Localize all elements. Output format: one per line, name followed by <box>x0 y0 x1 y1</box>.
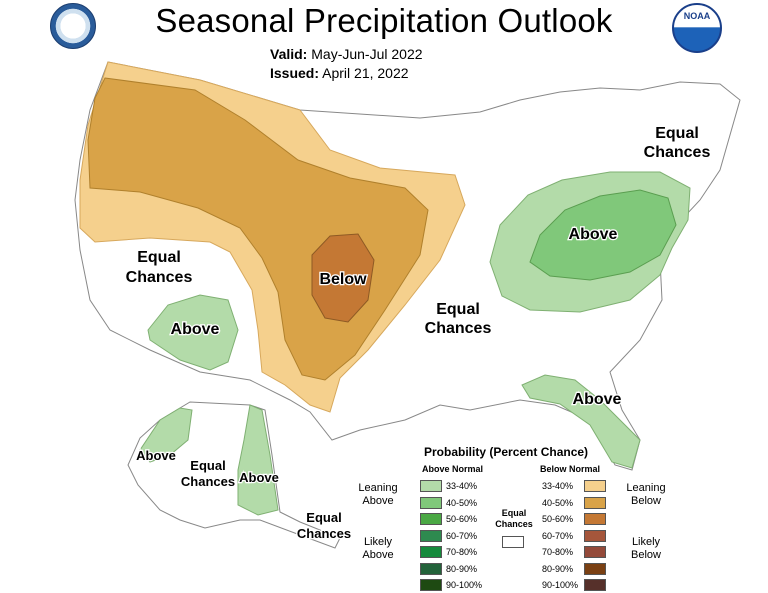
label-ec-panhandle-1: Equal <box>306 510 341 525</box>
legend-swatch-above-2 <box>420 513 442 525</box>
label-ec-northeast-2: Chances <box>644 144 711 161</box>
legend-likely-below: Likely Below <box>631 536 661 561</box>
legend-swatch-above-6 <box>420 579 442 591</box>
above-east-inner-area <box>529 189 677 281</box>
legend-swatch-below-5 <box>584 562 606 575</box>
label-ec-central-2: Chances <box>425 320 492 337</box>
legend-label-below-0: 33-40% <box>542 481 574 491</box>
noaa-logo-text: NOAA <box>683 11 711 21</box>
legend-label-below-4: 70-80% <box>542 547 574 557</box>
label-ec-central-1: Equal <box>436 301 480 318</box>
legend-swatch-below-0 <box>584 480 606 492</box>
below-50-60-area <box>311 233 375 323</box>
legend-swatch-above-4 <box>420 546 442 558</box>
label-ec-northeast-1: Equal <box>655 125 699 142</box>
label-ec-alaska-1: Equal <box>190 458 225 473</box>
legend-above-header: Above Normal <box>422 464 484 474</box>
legend-leaning-above: Leaning Above <box>358 482 398 507</box>
legend-swatch-below-4 <box>584 546 606 558</box>
above-alaska-west-area <box>139 407 193 463</box>
label-above-alaska-west: Above <box>136 448 176 463</box>
legend-label-below-2: 50-60% <box>542 514 574 524</box>
legend-label-below-5: 80-90% <box>542 563 574 574</box>
legend-likely-above: Likely Above <box>362 536 394 561</box>
legend-swatch-below-1 <box>584 496 606 509</box>
label-above-southwest: Above <box>171 321 220 338</box>
legend-swatch-below-6 <box>584 579 606 591</box>
label-ec-alaska-2: Chances <box>181 474 235 489</box>
legend-label-above-4: 70-80% <box>446 547 478 557</box>
valid-value: May-Jun-Jul 2022 <box>311 46 423 62</box>
legend-swatch-above-1 <box>420 496 442 509</box>
label-ec-west-1: Equal <box>137 249 181 266</box>
label-above-east: Above <box>569 226 618 243</box>
legend-below-header: Below Normal <box>540 464 601 474</box>
valid-line: Valid: May-Jun-Jul 2022 <box>270 46 423 62</box>
above-florida-area <box>521 374 641 469</box>
issued-label: Issued: <box>270 65 320 81</box>
legend-swatch-above-3 <box>420 529 442 542</box>
legend-label-above-1: 40-50% <box>446 497 478 508</box>
legend-label-below-6: 90-100% <box>542 580 579 590</box>
legend-swatch-above-5 <box>420 562 442 575</box>
issued-line: Issued: April 21, 2022 <box>270 65 409 81</box>
valid-label: Valid: <box>270 46 308 62</box>
legend-label-above-6: 90-100% <box>446 580 483 590</box>
legend-label-above-3: 60-70% <box>446 530 478 541</box>
label-ec-panhandle-2: Chances <box>297 526 351 541</box>
label-ec-west-2: Chances <box>126 269 193 286</box>
commerce-seal-icon <box>50 3 96 49</box>
probability-legend: Probability (Percent Chance) Above Norma… <box>344 440 674 591</box>
legend-label-above-2: 50-60% <box>446 514 478 524</box>
legend-label-above-5: 80-90% <box>446 563 478 574</box>
legend-swatch-above-0 <box>420 480 442 492</box>
legend-title: Probability (Percent Chance) <box>424 445 589 459</box>
legend-swatch-equal <box>502 536 524 548</box>
label-below: Below <box>319 271 367 288</box>
legend-swatch-below-2 <box>584 513 606 525</box>
legend-label-above-0: 33-40% <box>446 481 478 491</box>
legend-label-below-3: 60-70% <box>542 530 574 541</box>
legend-swatch-below-3 <box>584 529 606 542</box>
issued-value: April 21, 2022 <box>322 65 409 81</box>
map-title: Seasonal Precipitation Outlook <box>155 2 613 39</box>
legend-equal-chances: Equal Chances <box>495 508 533 529</box>
legend-label-below-1: 40-50% <box>542 497 574 508</box>
legend-leaning-below: Leaning Below <box>626 482 666 507</box>
noaa-logo-icon: NOAA <box>672 3 722 53</box>
above-southwest-area <box>147 294 239 371</box>
above-alaska-south-area <box>237 404 279 516</box>
label-above-alaska-south: Above <box>239 470 279 485</box>
label-above-florida: Above <box>573 391 622 408</box>
